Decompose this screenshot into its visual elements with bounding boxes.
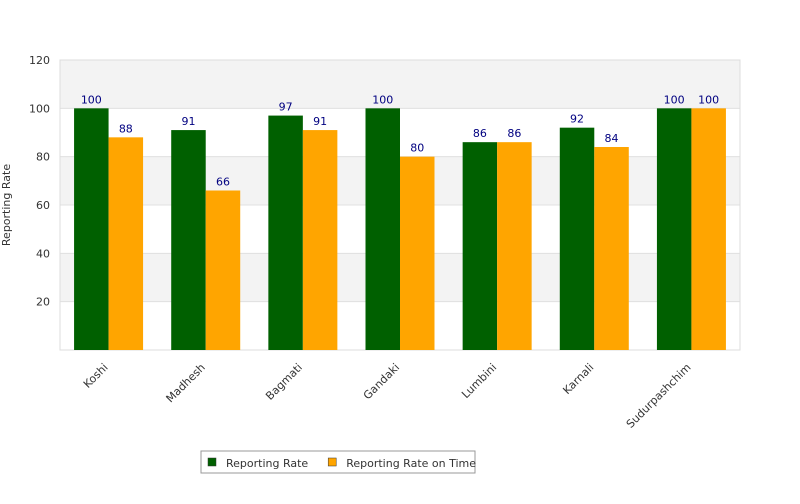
bar (656, 108, 692, 350)
y-tick-label: 100 (29, 102, 50, 115)
x-tick-label: Madhesh (164, 361, 208, 405)
bar (691, 108, 726, 350)
bar (462, 142, 498, 350)
bar (365, 108, 400, 350)
y-tick-label: 120 (29, 54, 50, 67)
legend: Reporting Rate Reporting Rate on Time (200, 450, 476, 474)
value-label: 97 (279, 101, 293, 114)
bar (302, 130, 338, 350)
value-label: 100 (81, 93, 102, 106)
bar (559, 127, 595, 351)
value-label: 100 (372, 93, 393, 106)
plot-band (60, 60, 740, 109)
value-label: 100 (664, 93, 685, 106)
value-label: 88 (119, 122, 133, 135)
y-axis-label: Reporting Rate (0, 164, 13, 246)
x-tick-label: Karnali (560, 361, 596, 397)
value-label: 100 (698, 93, 719, 106)
legend-label: Reporting Rate (226, 457, 308, 470)
value-label: 66 (216, 176, 230, 189)
x-tick-label: Sudurpashchim (624, 361, 694, 431)
bar (108, 137, 144, 350)
bar (497, 142, 532, 350)
bar (171, 130, 206, 350)
bar (268, 115, 303, 350)
legend-box (200, 450, 476, 474)
bar (400, 156, 435, 350)
value-label: 91 (313, 115, 327, 128)
value-label: 86 (473, 127, 487, 140)
bar (205, 190, 241, 350)
value-label: 86 (507, 127, 521, 140)
x-tick-label: Lumbini (459, 361, 499, 401)
value-label: 92 (570, 113, 584, 126)
legend-swatch (207, 457, 217, 467)
y-tick-label: 60 (36, 199, 50, 212)
x-tick-label: Gandaki (361, 361, 402, 402)
y-tick-label: 40 (36, 247, 50, 260)
legend-label: Reporting Rate on Time (346, 457, 476, 470)
y-tick-label: 80 (36, 151, 50, 164)
bar (594, 147, 629, 350)
value-label: 80 (410, 142, 424, 155)
y-tick-label: 20 (36, 296, 50, 309)
value-label: 91 (181, 115, 195, 128)
x-tick-label: Bagmati (263, 361, 305, 403)
value-label: 84 (605, 132, 619, 145)
bar (74, 108, 109, 350)
legend-swatch (327, 457, 337, 467)
x-tick-label: Koshi (81, 361, 111, 391)
